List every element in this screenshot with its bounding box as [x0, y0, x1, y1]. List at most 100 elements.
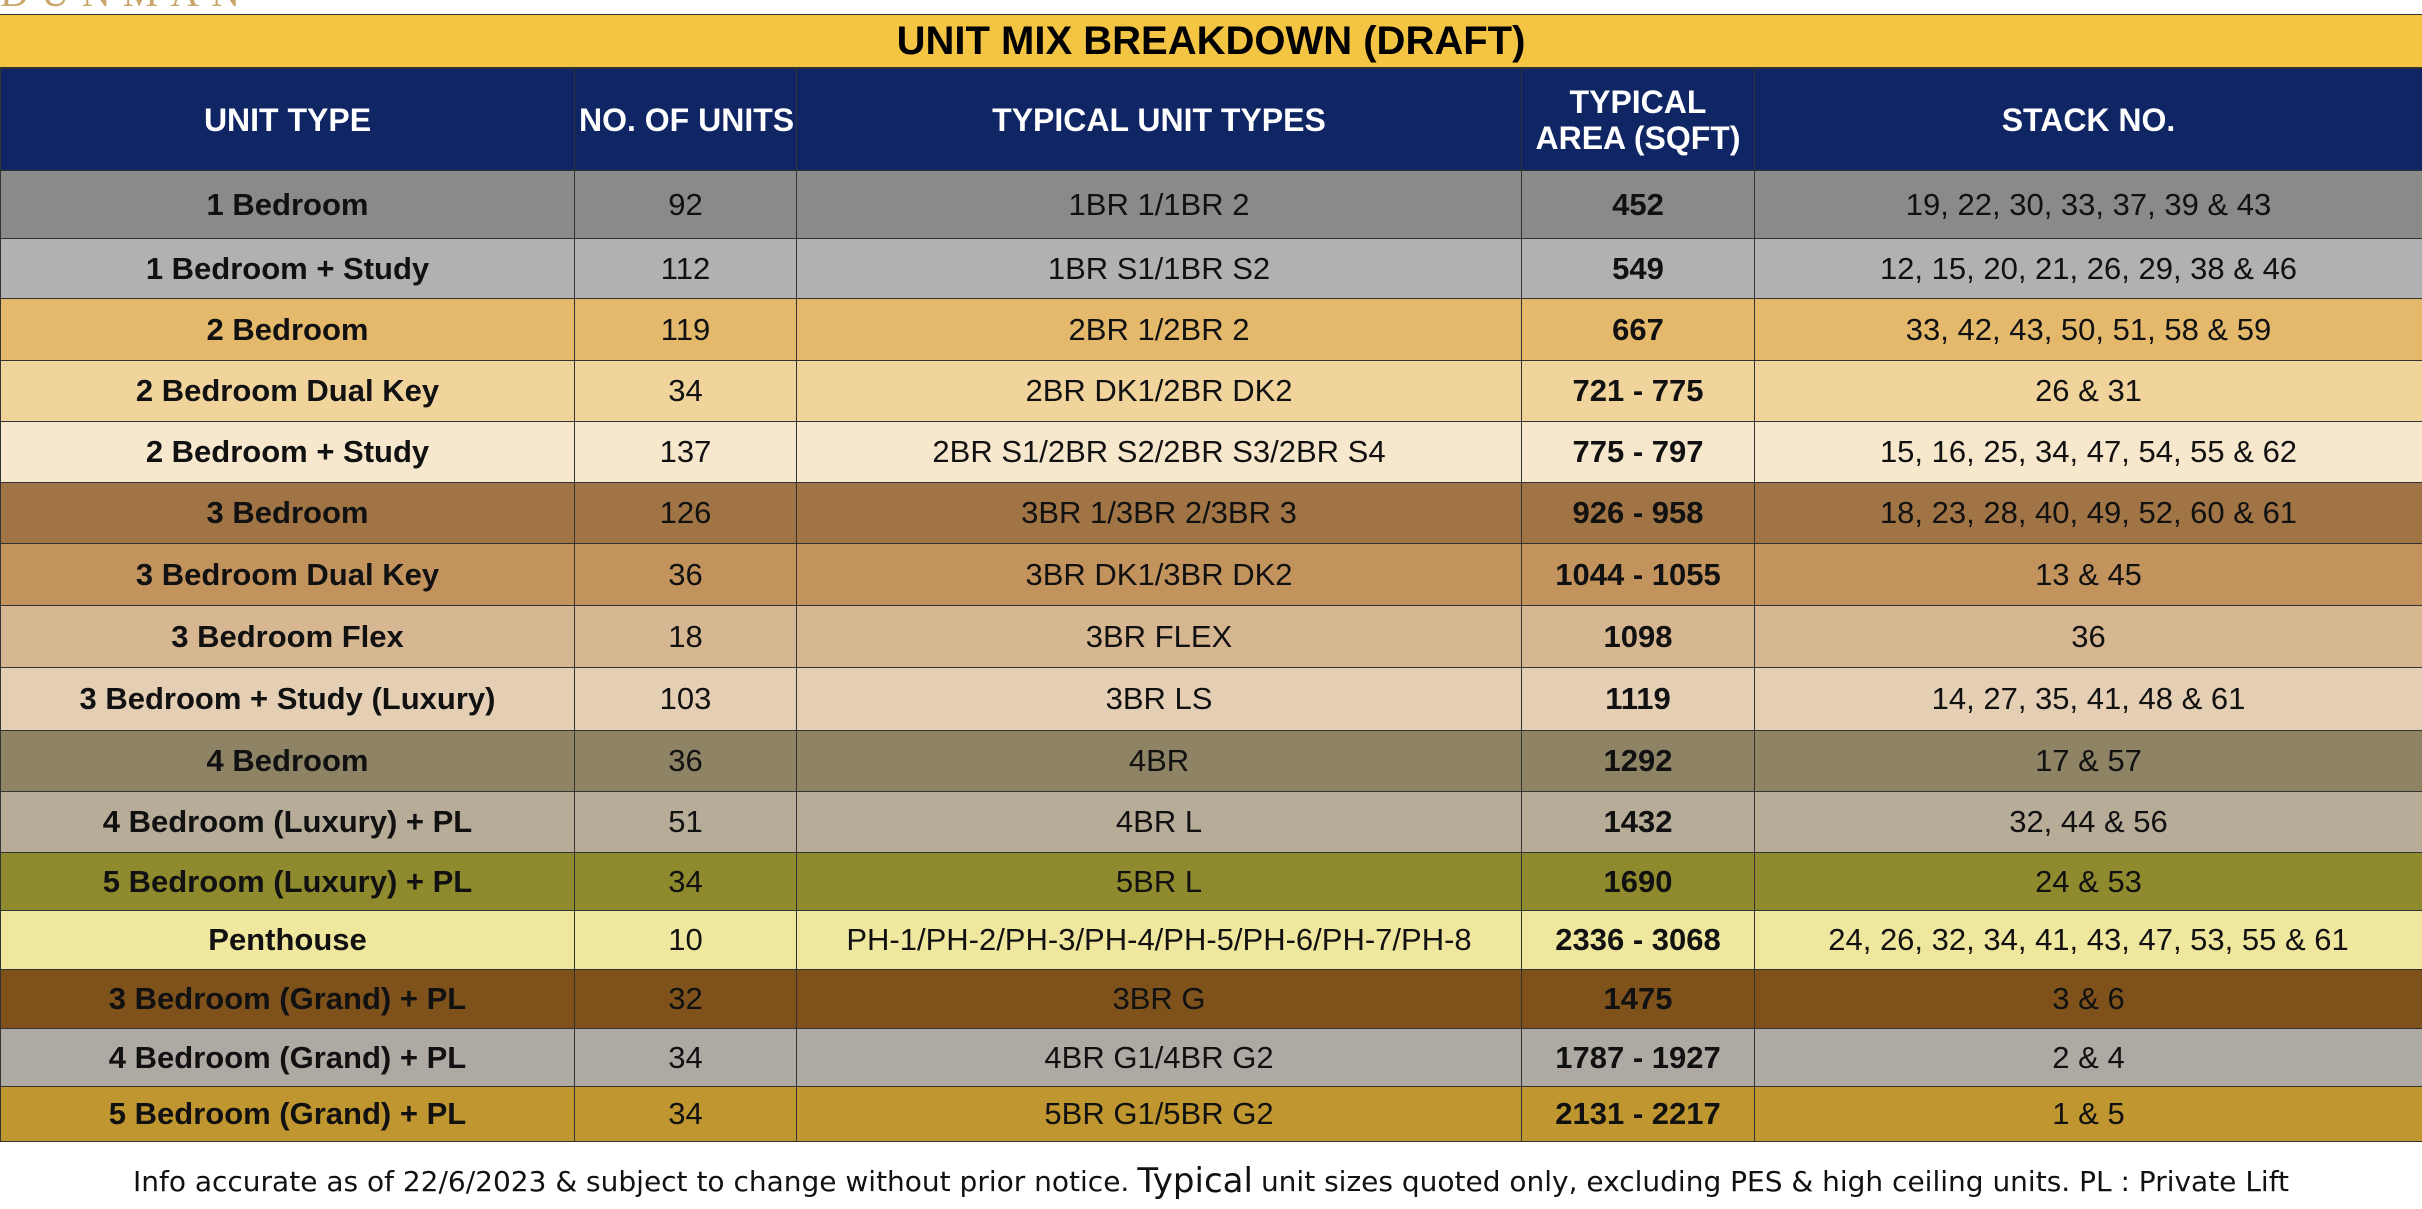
row-typical-area: 2336 - 3068 — [1521, 910, 1755, 970]
row-no-of-units: 137 — [574, 421, 797, 483]
row-typical-unit-types: 3BR G — [796, 969, 1522, 1029]
row-typical-unit-types: 2BR 1/2BR 2 — [796, 298, 1522, 361]
row-unit-type: 3 Bedroom + Study (Luxury) — [0, 667, 575, 731]
footnote-disclaimer: Info accurate as of 22/6/2023 & subject … — [132, 1164, 1130, 1198]
row-typical-area: 1292 — [1521, 730, 1755, 792]
header-stack-no: STACK NO. — [1754, 68, 2422, 171]
row-typical-area: 667 — [1521, 298, 1755, 361]
row-unit-type: 3 Bedroom Flex — [0, 605, 575, 668]
row-no-of-units: 36 — [574, 543, 797, 606]
row-no-of-units: 112 — [574, 238, 797, 299]
unit-mix-table: UNIT TYPE NO. OF UNITS TYPICAL UNIT TYPE… — [0, 68, 2422, 1142]
row-stack-no: 32, 44 & 56 — [1754, 791, 2422, 853]
row-no-of-units: 51 — [574, 791, 797, 853]
row-unit-type: 4 Bedroom (Grand) + PL — [0, 1028, 575, 1087]
row-typical-unit-types: 5BR L — [796, 852, 1522, 911]
table-row: 2 Bedroom + Study 137 2BR S1/2BR S2/2BR S3… — [0, 421, 2422, 483]
row-typical-area: 2131 - 2217 — [1521, 1086, 1755, 1142]
row-typical-area: 452 — [1521, 170, 1755, 239]
row-unit-type: 3 Bedroom — [0, 482, 575, 544]
row-unit-type: 5 Bedroom (Grand) + PL — [0, 1086, 575, 1142]
row-stack-no: 33, 42, 43, 50, 51, 58 & 59 — [1754, 298, 2422, 361]
row-typical-unit-types: 4BR L — [796, 791, 1522, 853]
row-typical-unit-types: 5BR G1/5BR G2 — [796, 1086, 1522, 1142]
row-typical-unit-types: 4BR — [796, 730, 1522, 792]
row-no-of-units: 34 — [574, 1086, 797, 1142]
table-row: 3 Bedroom + Study (Luxury) 103 3BR LS 1119 1… — [0, 667, 2422, 731]
row-typical-unit-types: 3BR 1/3BR 2/3BR 3 — [796, 482, 1522, 544]
table-row: 2 Bedroom 119 2BR 1/2BR 2 667 33, 42, 43, 50… — [0, 298, 2422, 361]
row-typical-area: 1044 - 1055 — [1521, 543, 1755, 606]
table-title: UNIT MIX BREAKDOWN (DRAFT) — [0, 14, 2422, 68]
row-typical-unit-types: 2BR S1/2BR S2/2BR S3/2BR S4 — [796, 421, 1522, 483]
row-stack-no: 18, 23, 28, 40, 49, 52, 60 & 61 — [1754, 482, 2422, 544]
row-stack-no: 14, 27, 35, 41, 48 & 61 — [1754, 667, 2422, 731]
table-row: 3 Bedroom Flex 18 3BR FLEX 1098 36 — [0, 605, 2422, 668]
table-row: 5 Bedroom (Grand) + PL 34 5BR G1/5BR G2 213… — [0, 1086, 2422, 1142]
row-typical-unit-types: 3BR FLEX — [796, 605, 1522, 668]
row-unit-type: 1 Bedroom + Study — [0, 238, 575, 299]
row-no-of-units: 36 — [574, 730, 797, 792]
brand-logo-fragment: DUNMAN — [0, 0, 252, 8]
row-unit-type: 4 Bedroom — [0, 730, 575, 792]
row-stack-no: 24, 26, 32, 34, 41, 43, 47, 53, 55 & 61 — [1754, 910, 2422, 970]
header-typical-unit-types: TYPICAL UNIT TYPES — [796, 68, 1522, 171]
row-typical-area: 775 - 797 — [1521, 421, 1755, 483]
row-typical-area: 721 - 775 — [1521, 360, 1755, 422]
row-no-of-units: 34 — [574, 1028, 797, 1087]
row-typical-unit-types: 3BR DK1/3BR DK2 — [796, 543, 1522, 606]
row-typical-area: 549 — [1521, 238, 1755, 299]
row-no-of-units: 32 — [574, 969, 797, 1029]
row-typical-area: 1787 - 1927 — [1521, 1028, 1755, 1087]
row-no-of-units: 126 — [574, 482, 797, 544]
table-row: 4 Bedroom (Luxury) + PL 51 4BR L 1432 32, 44… — [0, 791, 2422, 853]
row-no-of-units: 103 — [574, 667, 797, 731]
row-no-of-units: 92 — [574, 170, 797, 239]
row-stack-no: 15, 16, 25, 34, 47, 54, 55 & 62 — [1754, 421, 2422, 483]
table-row: Penthouse 10 PH-1/PH-2/PH-3/PH-4/PH-5/PH-6… — [0, 910, 2422, 970]
row-typical-area: 1475 — [1521, 969, 1755, 1029]
row-stack-no: 26 & 31 — [1754, 360, 2422, 422]
table-row: 3 Bedroom (Grand) + PL 32 3BR G 1475 3 & 6 — [0, 969, 2422, 1029]
row-no-of-units: 119 — [574, 298, 797, 361]
row-unit-type: 2 Bedroom + Study — [0, 421, 575, 483]
row-typical-area: 1432 — [1521, 791, 1755, 853]
row-stack-no: 2 & 4 — [1754, 1028, 2422, 1087]
row-unit-type: 1 Bedroom — [0, 170, 575, 239]
row-typical-unit-types: 1BR S1/1BR S2 — [796, 238, 1522, 299]
table-row: 1 Bedroom 92 1BR 1/1BR 2 452 19, 22, 30, 33,… — [0, 170, 2422, 239]
row-no-of-units: 34 — [574, 852, 797, 911]
row-unit-type: 2 Bedroom — [0, 298, 575, 361]
row-no-of-units: 10 — [574, 910, 797, 970]
table-row: 5 Bedroom (Luxury) + PL 34 5BR L 1690 24 & 5… — [0, 852, 2422, 911]
table-row: 4 Bedroom (Grand) + PL 34 4BR G1/4BR G2 178… — [0, 1028, 2422, 1087]
row-typical-area: 1119 — [1521, 667, 1755, 731]
row-unit-type: 3 Bedroom Dual Key — [0, 543, 575, 606]
table-row: 3 Bedroom 126 3BR 1/3BR 2/3BR 3 926 - 958 18… — [0, 482, 2422, 544]
table-row: 3 Bedroom Dual Key 36 3BR DK1/3BR DK2 1044 … — [0, 543, 2422, 606]
row-typical-area: 926 - 958 — [1521, 482, 1755, 544]
header-unit-type: UNIT TYPE — [0, 68, 575, 171]
table-row: 1 Bedroom + Study 112 1BR S1/1BR S2 549 12, … — [0, 238, 2422, 299]
row-unit-type: 3 Bedroom (Grand) + PL — [0, 969, 575, 1029]
row-no-of-units: 34 — [574, 360, 797, 422]
row-typical-unit-types: 3BR LS — [796, 667, 1522, 731]
table-header-row: UNIT TYPE NO. OF UNITS TYPICAL UNIT TYPE… — [0, 68, 2422, 171]
table-row: 4 Bedroom 36 4BR 1292 17 & 57 — [0, 730, 2422, 792]
row-stack-no: 19, 22, 30, 33, 37, 39 & 43 — [1754, 170, 2422, 239]
row-unit-type: 2 Bedroom Dual Key — [0, 360, 575, 422]
header-typical-area: TYPICAL AREA (SQFT) — [1521, 68, 1755, 171]
row-typical-unit-types: 4BR G1/4BR G2 — [796, 1028, 1522, 1087]
row-typical-area: 1690 — [1521, 852, 1755, 911]
footnote-typical: Typical — [1137, 1161, 1253, 1201]
row-stack-no: 1 & 5 — [1754, 1086, 2422, 1142]
row-stack-no: 12, 15, 20, 21, 26, 29, 38 & 46 — [1754, 238, 2422, 299]
row-unit-type: 5 Bedroom (Luxury) + PL — [0, 852, 575, 911]
row-unit-type: Penthouse — [0, 910, 575, 970]
row-stack-no: 36 — [1754, 605, 2422, 668]
header-no-of-units: NO. OF UNITS — [574, 68, 797, 171]
row-stack-no: 13 & 45 — [1754, 543, 2422, 606]
row-stack-no: 17 & 57 — [1754, 730, 2422, 792]
header-typical-area-label: TYPICAL AREA (SQFT) — [1535, 83, 1741, 156]
row-stack-no: 24 & 53 — [1754, 852, 2422, 911]
